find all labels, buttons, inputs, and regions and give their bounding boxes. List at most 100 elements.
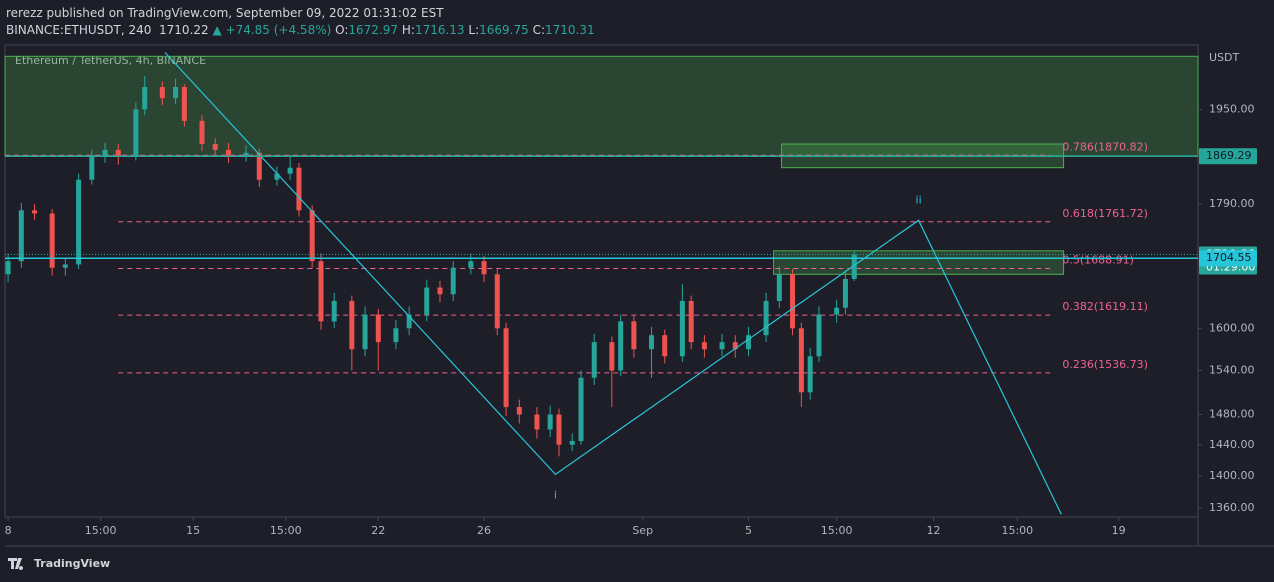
- x-tick-label: 12: [927, 524, 941, 537]
- ohlc-value: 1716.13: [414, 23, 465, 37]
- x-tick-label: Sep: [632, 524, 653, 537]
- candle-body: [5, 261, 11, 275]
- zone: [773, 250, 1065, 275]
- y-tick-label: 1600.00: [1209, 321, 1255, 334]
- x-tick-label: 15:00: [1001, 524, 1033, 537]
- x-tick-label: 26: [477, 524, 491, 537]
- candle-body: [834, 307, 840, 315]
- candle-body: [494, 274, 500, 329]
- brand: TradingView: [34, 557, 110, 570]
- candle-body: [701, 342, 707, 350]
- candle-body: [199, 120, 205, 145]
- candle-body: [763, 300, 769, 336]
- candle-body: [142, 86, 148, 110]
- wave-label: ii: [916, 193, 922, 206]
- candle-body: [591, 342, 597, 378]
- x-tick-label: 15:00: [270, 524, 302, 537]
- candle-body: [102, 149, 108, 156]
- candle-body: [331, 300, 337, 322]
- candle-body: [437, 287, 443, 295]
- candle-body: [450, 267, 456, 295]
- y-tick-label: 1480.00: [1209, 407, 1255, 420]
- ohlc: O:1672.97 H:1716.13 L:1669.75 C:1710.31: [335, 23, 595, 37]
- ohlc-value: 1669.75: [479, 23, 529, 37]
- candle-body: [816, 314, 822, 357]
- candle-body: [516, 407, 522, 415]
- x-tick-label: 15:00: [85, 524, 117, 537]
- y-tick-label: 1790.00: [1209, 197, 1255, 210]
- ohlc-label: C:: [532, 23, 545, 37]
- x-tick-label: 22: [371, 524, 385, 537]
- candle-body: [503, 328, 509, 408]
- wave-line: [164, 52, 1062, 515]
- ohlc-label: O:: [335, 23, 349, 37]
- symbol-line: BINANCE:ETHUSDT, 240 1710.22 ▲ +74.85 (+…: [6, 22, 595, 39]
- fib-label: 0.786(1870.82): [1062, 140, 1148, 153]
- x-tick-label: 5: [745, 524, 752, 537]
- candle-body: [296, 167, 302, 211]
- candle-body: [274, 173, 280, 180]
- candle-body: [618, 321, 624, 371]
- candle-body: [349, 300, 355, 350]
- fib-label: 0.236(1536.73): [1062, 358, 1148, 371]
- candle-body: [424, 287, 430, 315]
- candle-body: [76, 179, 82, 265]
- candle-body: [679, 300, 685, 357]
- candle-body: [115, 149, 121, 156]
- candle-body: [609, 342, 615, 371]
- chart-title: Ethereum / TetherUS, 4h, BINANCE: [15, 54, 206, 67]
- candle-body: [481, 261, 487, 275]
- candle-body: [133, 109, 139, 156]
- y-tick-label: 1440.00: [1209, 438, 1255, 451]
- candle-body: [287, 167, 293, 174]
- candle-body: [62, 264, 68, 268]
- price-tag-label: 1704.55: [1206, 251, 1252, 264]
- candle-body: [393, 328, 399, 343]
- candle-body: [578, 377, 584, 441]
- logo: [8, 558, 24, 570]
- price-tag-label: 1869.29: [1206, 149, 1252, 162]
- fib-label: 0.382(1619.11): [1062, 300, 1148, 313]
- candle-body: [32, 210, 38, 214]
- header: rerezz published on TradingView.com, Sep…: [6, 5, 595, 39]
- candle-body: [212, 144, 218, 150]
- price-tag: [1199, 148, 1257, 165]
- candle-body: [89, 155, 95, 180]
- candle-body: [662, 335, 668, 357]
- x-tick-label: 8: [5, 524, 12, 537]
- plot: 1950.00 1790.00 1600.00 1540.00 1480.00 1440.…: [4, 44, 1274, 547]
- y-tick-label: 1950.00: [1209, 102, 1255, 115]
- price: 1710.22: [159, 23, 209, 37]
- fib-label: 0.5(1688.91): [1062, 253, 1134, 266]
- candle-body: [362, 314, 368, 350]
- candle-body: [49, 213, 55, 268]
- candle-body: [631, 321, 637, 350]
- ohlc-label: L:: [468, 23, 480, 37]
- x-tick-label: 15: [186, 524, 200, 537]
- y-axis-unit: USDT: [1209, 51, 1240, 64]
- ohlc-value: 1710.31: [545, 23, 595, 37]
- candle-body: [688, 300, 694, 343]
- candle-body: [181, 86, 187, 121]
- candle-body: [318, 261, 324, 322]
- ohlc-label: H:: [401, 23, 415, 37]
- candle-body: [256, 152, 262, 180]
- candle-body: [225, 149, 231, 156]
- candle-body: [243, 152, 249, 156]
- candle-body: [569, 440, 575, 445]
- x-tick-label: 15:00: [821, 524, 853, 537]
- candle-body: [745, 335, 751, 350]
- candle-body: [851, 254, 857, 279]
- candle-body: [159, 86, 165, 99]
- wave-label: i: [554, 488, 557, 501]
- y-tick-label: 1400.00: [1209, 469, 1255, 482]
- y-tick-label: 1540.00: [1209, 364, 1255, 377]
- ohlc-value: 1672.97: [348, 23, 399, 37]
- candle-body: [842, 278, 848, 308]
- published: rerezz published on TradingView.com, Sep…: [6, 6, 444, 20]
- candle-body: [309, 210, 315, 262]
- candle-body: [173, 86, 179, 99]
- x-tick-label: 19: [1112, 524, 1126, 537]
